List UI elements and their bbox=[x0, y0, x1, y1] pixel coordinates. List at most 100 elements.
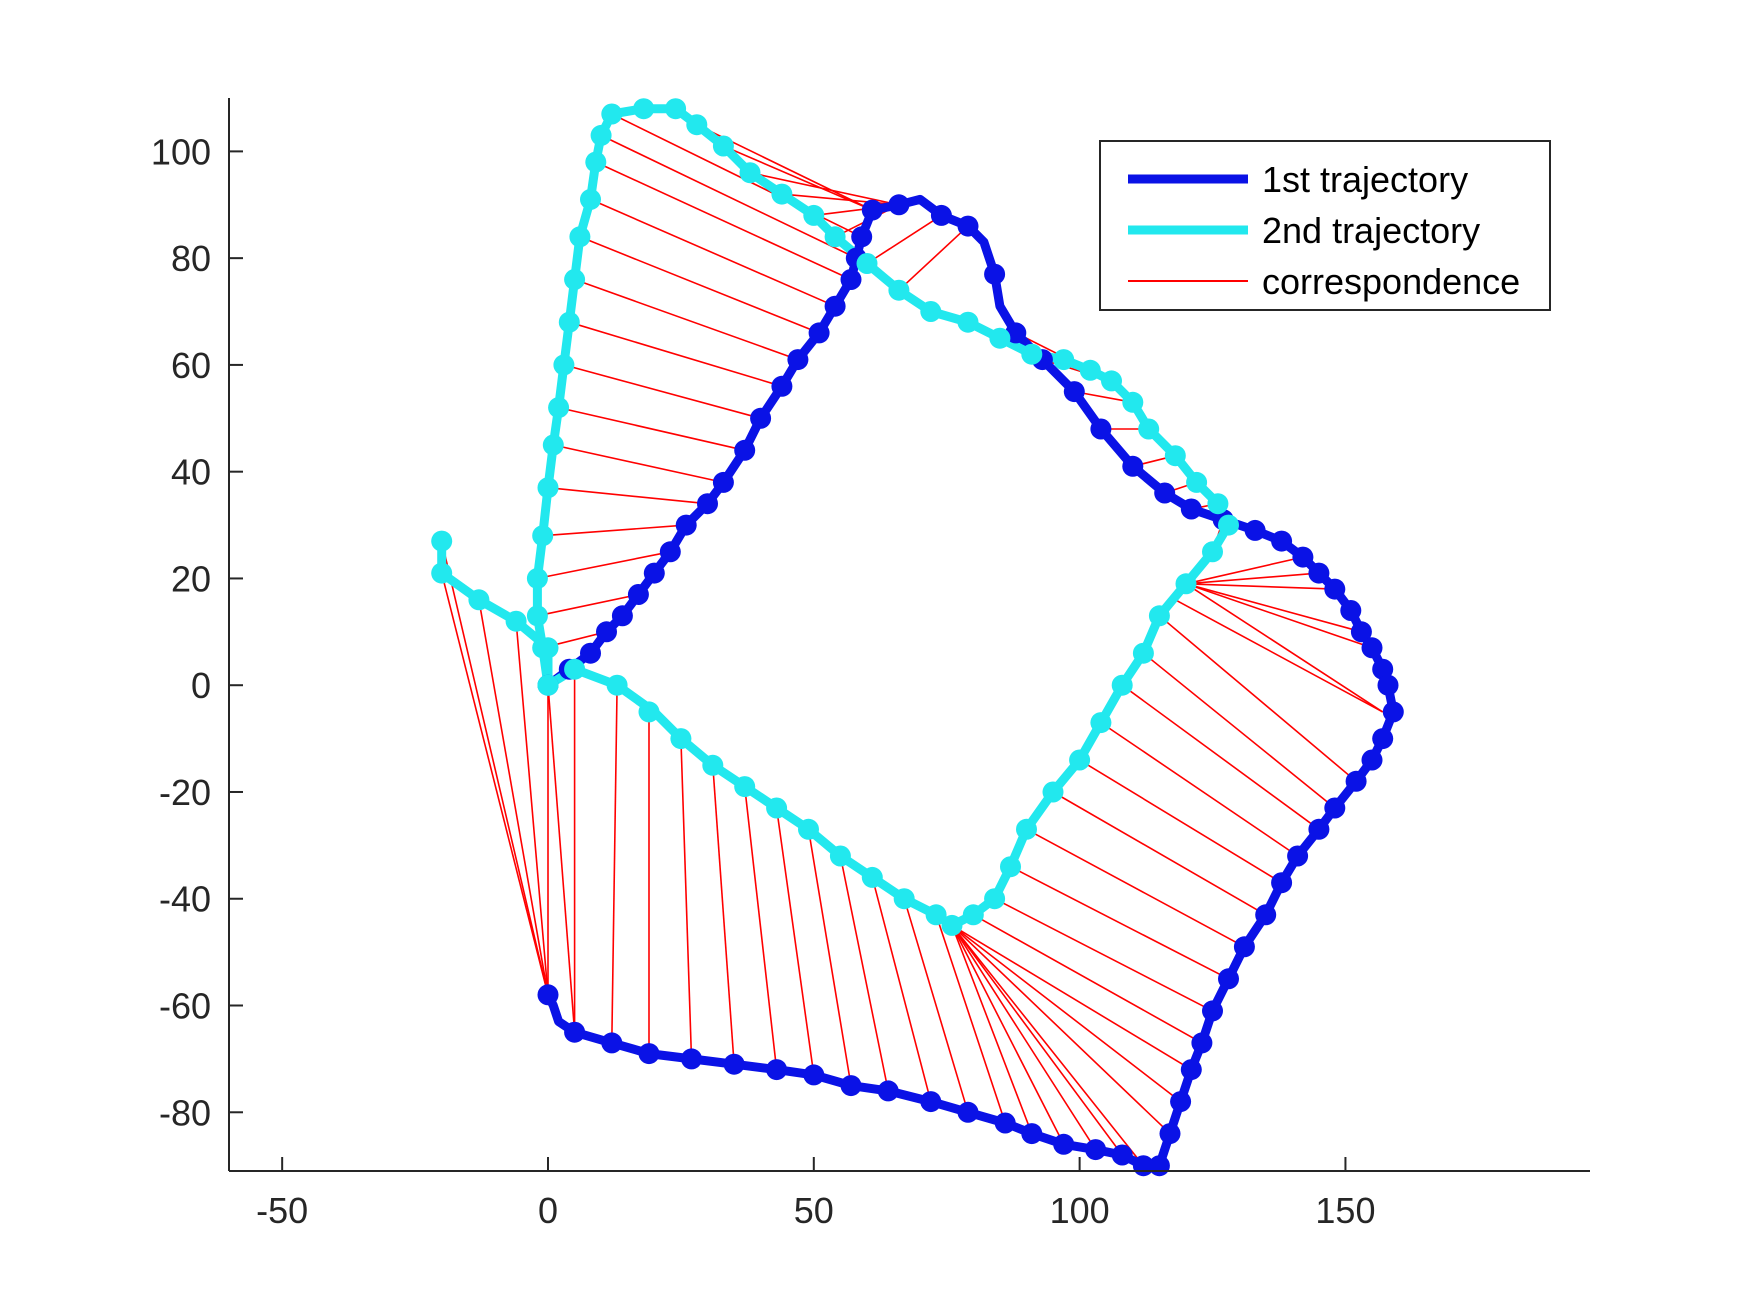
second-trajectory-point bbox=[548, 397, 570, 419]
correspondence-line bbox=[1185, 556, 1304, 585]
first-trajectory-point bbox=[1063, 381, 1085, 403]
second-trajectory-point bbox=[888, 279, 910, 301]
correspondence-line bbox=[553, 444, 724, 484]
correspondence-line bbox=[595, 161, 852, 281]
second-trajectory-point bbox=[1000, 856, 1021, 878]
correspondence-line bbox=[569, 321, 783, 388]
first-trajectory-point bbox=[1170, 1091, 1192, 1113]
correspondence-line bbox=[440, 540, 549, 995]
first-trajectory-point bbox=[723, 1053, 745, 1075]
second-trajectory-point bbox=[601, 103, 623, 125]
second-trajectory-point bbox=[1218, 514, 1239, 536]
legend-label-correspondence: correspondence bbox=[1262, 261, 1520, 302]
correspondence-line bbox=[1158, 615, 1357, 782]
correspondence-line bbox=[1185, 583, 1384, 713]
second-trajectory-point bbox=[1069, 749, 1091, 771]
first-trajectory-point bbox=[1111, 1144, 1133, 1166]
correspondence-line bbox=[972, 914, 1203, 1044]
second-trajectory-point bbox=[803, 204, 825, 226]
second-trajectory-point bbox=[1132, 642, 1154, 664]
second-trajectory-point bbox=[564, 658, 586, 680]
first-trajectory-point bbox=[1154, 482, 1176, 504]
second-trajectory-point bbox=[829, 845, 851, 867]
first-trajectory-point bbox=[1350, 621, 1372, 643]
y-tick-label: -60 bbox=[159, 986, 211, 1027]
correspondence-line bbox=[898, 225, 969, 291]
first-trajectory-point bbox=[851, 226, 873, 248]
second-trajectory-point bbox=[798, 818, 819, 840]
second-trajectory-point bbox=[1164, 445, 1186, 467]
correspondence-line bbox=[951, 925, 1033, 1134]
second-trajectory-point bbox=[941, 914, 963, 936]
axes: -50 0 50 100 150 -80 -60 -40 -20 0 20 40 60 80 100 bbox=[151, 98, 1590, 1231]
second-trajectory-point bbox=[526, 567, 548, 589]
first-trajectory-point bbox=[1345, 770, 1367, 792]
second-trajectory-point bbox=[590, 124, 612, 146]
correspondence-line bbox=[994, 897, 1213, 1012]
y-tick-label: 80 bbox=[171, 238, 211, 279]
correspondence-line bbox=[951, 925, 1065, 1145]
correspondence-line bbox=[807, 829, 852, 1086]
first-trajectory-point bbox=[994, 1112, 1016, 1134]
second-trajectory-point bbox=[569, 226, 591, 248]
second-trajectory-point bbox=[984, 888, 1006, 910]
first-trajectory-point bbox=[1382, 701, 1404, 723]
second-trajectory-point bbox=[1016, 818, 1037, 840]
second-trajectory-point bbox=[1090, 712, 1112, 734]
correspondence-line bbox=[611, 685, 618, 1043]
correspondence-line bbox=[1010, 865, 1229, 980]
first-trajectory-point bbox=[1244, 519, 1266, 541]
first-trajectory-point bbox=[920, 1091, 942, 1113]
second-trajectory-point bbox=[431, 530, 453, 552]
second-trajectory-point bbox=[893, 888, 915, 910]
first-trajectory-point bbox=[840, 269, 862, 290]
first-trajectory-point bbox=[1191, 1032, 1213, 1054]
trajectory-markers bbox=[431, 98, 1404, 1177]
first-trajectory-point bbox=[808, 322, 830, 344]
first-trajectory-point bbox=[888, 194, 910, 216]
first-trajectory-point bbox=[930, 204, 952, 226]
x-tick-label: 100 bbox=[1050, 1190, 1110, 1231]
first-trajectory-point bbox=[1308, 818, 1330, 840]
first-trajectory-point bbox=[1340, 600, 1362, 621]
plot-area bbox=[431, 98, 1404, 1177]
second-trajectory-point bbox=[1111, 674, 1133, 696]
correspondence-line bbox=[723, 145, 873, 211]
second-trajectory-point bbox=[1021, 343, 1043, 365]
second-trajectory-point bbox=[532, 525, 554, 547]
first-trajectory-point bbox=[564, 1021, 586, 1043]
correspondence-line bbox=[951, 924, 1171, 1135]
correspondence-line bbox=[680, 738, 693, 1059]
first-trajectory-point bbox=[824, 295, 846, 317]
first-trajectory-point bbox=[1361, 749, 1383, 771]
x-tick-label: 0 bbox=[538, 1190, 558, 1231]
first-trajectory-point bbox=[1271, 872, 1293, 894]
correspondence-line bbox=[579, 236, 820, 334]
x-tick-label: -50 bbox=[256, 1190, 308, 1231]
first-trajectory-point bbox=[861, 199, 883, 221]
first-trajectory-point bbox=[1324, 797, 1346, 819]
correspondence-line bbox=[1174, 599, 1384, 713]
first-trajectory-point bbox=[697, 493, 718, 515]
legend: 1st trajectory 2nd trajectory correspond… bbox=[1099, 140, 1551, 311]
first-trajectory-point bbox=[1377, 674, 1399, 696]
first-trajectory-point bbox=[1255, 904, 1277, 926]
y-tick-label: -20 bbox=[159, 772, 211, 813]
first-trajectory-point bbox=[1361, 637, 1383, 659]
correspondence-line bbox=[1100, 721, 1299, 857]
second-trajectory-point bbox=[962, 904, 984, 926]
second-trajectory-point bbox=[542, 434, 564, 456]
correspondence-line bbox=[1142, 652, 1336, 809]
second-trajectory-point bbox=[734, 776, 756, 798]
second-trajectory-point bbox=[1175, 573, 1197, 595]
second-trajectory-point bbox=[585, 151, 607, 173]
first-trajectory-point bbox=[1324, 578, 1346, 600]
first-trajectory-point bbox=[1287, 845, 1309, 867]
y-tick-label: 0 bbox=[191, 665, 211, 706]
legend-label-1st-trajectory: 1st trajectory bbox=[1262, 159, 1468, 200]
correspondence-line bbox=[951, 924, 1145, 1167]
second-trajectory-point bbox=[537, 674, 559, 696]
first-trajectory-point bbox=[601, 1032, 623, 1054]
first-trajectory-point bbox=[766, 1059, 788, 1081]
second-trajectory-point bbox=[686, 114, 708, 136]
